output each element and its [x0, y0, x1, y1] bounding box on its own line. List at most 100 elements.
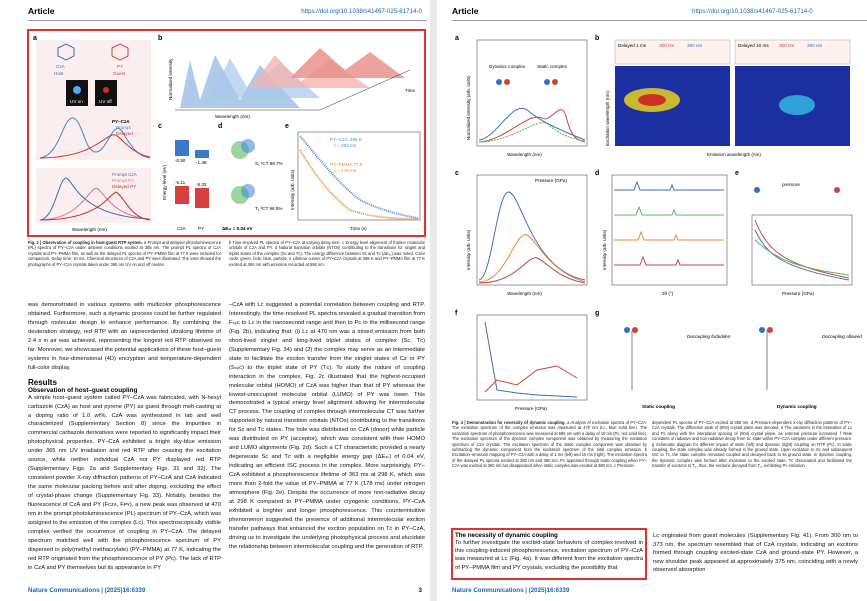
spectrum [250, 55, 370, 88]
spectrum-box [734, 39, 851, 65]
label: S₁ ¹CT 89.7% [255, 161, 283, 166]
legend-title: Pressure (GPa) [535, 178, 567, 183]
label: Delayed 10 ms [738, 43, 769, 48]
spectrum [478, 191, 586, 281]
axes-frame [476, 39, 588, 147]
axis-label: CzA [177, 226, 187, 231]
label: Decoupling forbidden [687, 334, 731, 339]
decay-curve [299, 135, 419, 219]
photo-glow [103, 87, 109, 93]
orbital [175, 140, 189, 156]
axis-label: Energy level (eV) [162, 164, 167, 200]
paragraph: A simple host–guest system called PY–CzA… [28, 394, 221, 571]
axis-label: Excitation wavelength (nm) [605, 90, 610, 146]
spectrum-box [614, 39, 731, 65]
orbital [195, 150, 209, 158]
caption-col-2: b Time-resolved PL spectra of PY–CzA at … [229, 240, 425, 288]
footer-journal[interactable]: Nature Communications | (2025)16:6339 [452, 587, 570, 594]
spectrum [39, 134, 151, 159]
label: Dynamic complex [489, 64, 526, 69]
label: T₁ ³CT 96.5% [255, 206, 283, 211]
axis-label: Wavelength (nm) [72, 227, 107, 232]
legend: τ = 178 ms [334, 168, 357, 173]
axis-label: Intensity (arb. units) [290, 169, 295, 210]
header-url[interactable]: https://doi.org/10.1038/s41467-025-61714… [692, 8, 813, 15]
label: ΔEₛₜ = 0.04 eV [222, 226, 253, 231]
caption-title: Fig. 4 | Demonstration for necessity of … [452, 420, 566, 425]
icon [544, 79, 550, 85]
header-url[interactable]: https://doi.org/10.1038/s41467-025-61714… [301, 8, 422, 15]
panel-letter: c [455, 170, 459, 177]
paragraph: was demonstrated in various systems with… [28, 302, 221, 371]
label: Dynamic coupling [777, 404, 817, 409]
legend: Delayed PY [112, 184, 136, 189]
panel-letter: e [285, 123, 289, 130]
axes-frame [297, 131, 421, 221]
panel-letter: d [595, 170, 599, 177]
spectrum [39, 187, 151, 221]
caption-col-2: dependent PL spectra of PY–CzA excited a… [652, 420, 852, 520]
highlight-box [27, 29, 426, 237]
axis-label: Intensity (arb. units) [602, 229, 607, 270]
panel-letter: d [218, 123, 222, 130]
paragraph: To further investigate the excited-state… [455, 540, 643, 571]
panel-letter: f [455, 310, 458, 317]
label: UV on [70, 99, 83, 104]
icon [552, 79, 558, 85]
body-col-2: Lᴄ originated from guest molecules (Supp… [653, 533, 858, 574]
label: Decoupling allowed [822, 334, 862, 339]
axes-frame [751, 214, 853, 286]
label: UV off [99, 99, 112, 104]
caption-col-1: Fig. 4 | Demonstration for necessity of … [452, 420, 647, 520]
label: pressure [781, 182, 800, 187]
footer-journal[interactable]: Nature Communications | (2025)16:6339 [28, 587, 146, 594]
body-col-1: was demonstrated in various systems with… [28, 301, 221, 585]
left-page: Article https://doi.org/10.1038/s41467-0… [0, 0, 430, 601]
spectrum [290, 48, 405, 78]
spectrum [39, 177, 151, 221]
caption-text: a Analysis of excitation spectra of PY–C… [452, 420, 647, 469]
spectrum [478, 109, 586, 143]
molecule [57, 43, 75, 61]
axis-label: Wavelength (nm) [507, 291, 542, 296]
axis-label: PY [198, 226, 204, 231]
label: CzA [56, 64, 66, 69]
trend [484, 365, 578, 393]
orbital [175, 186, 189, 204]
legend: 360 nm [779, 43, 794, 48]
panel-letter: a [455, 35, 459, 42]
photo-glow [73, 86, 81, 94]
legend: Prompt [116, 125, 132, 130]
panel-letter: c [158, 123, 162, 130]
icon [624, 327, 630, 333]
trend [754, 239, 850, 276]
panel-letter: b [158, 35, 162, 42]
axis-label: Pressure (GPa) [782, 291, 814, 296]
spectrum [478, 257, 586, 284]
axes-frame [476, 314, 588, 401]
header-label: Article [452, 6, 479, 16]
legend: 380 nm [807, 43, 822, 48]
trend [754, 229, 850, 281]
axis-label: Wavelength (nm) [215, 114, 250, 119]
axis-label: Pressure (GPa) [515, 406, 547, 411]
icon [834, 187, 840, 193]
axes-frame [476, 174, 588, 286]
axes-frame [611, 174, 728, 286]
legend: Delayed [116, 131, 133, 136]
decay-curve [299, 149, 419, 220]
spectrum [478, 107, 586, 141]
icon [496, 79, 502, 85]
right-page: Article https://doi.org/10.1038/s41467-0… [437, 0, 867, 601]
caption-text: dependent PL spectra of PY–CzA excited a… [652, 420, 852, 469]
body-col-2: –CzA with Lᴄ suggested a potential corre… [229, 302, 425, 550]
heatmap-spot [779, 95, 815, 115]
caption-title: Fig. 2 | Observation of coupling in host… [28, 240, 143, 245]
legend: τ = 363 ms [334, 143, 357, 148]
trend [754, 219, 850, 279]
panel-letter: a [33, 35, 37, 42]
panel-a2-bg [36, 168, 151, 223]
caption-col-1: Fig. 2 | Observation of coupling in host… [28, 240, 221, 288]
label: PY [117, 64, 123, 69]
